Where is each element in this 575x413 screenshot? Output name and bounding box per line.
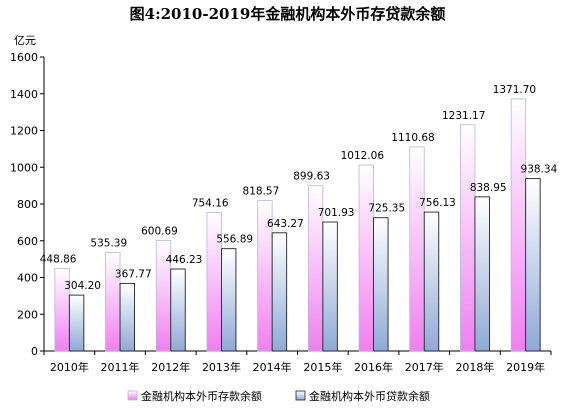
data-label-deposits: 1012.06 [341,150,385,162]
bar-deposits [510,98,527,352]
legend-label-loans: 金融机构本外币贷款余额 [309,389,430,403]
bar-loans [170,268,186,352]
data-label-loans: 725.35 [368,203,405,215]
data-labels: 448.86 304.20 535.39 367.77 600.69 446.23 754.… [40,84,558,292]
chart-title: 图4:2010-2019年金融机构本外币存贷款余额 [130,5,446,23]
bars [54,98,541,352]
x-tick-label: 2016年 [354,360,393,374]
y-tick-label: 1600 [10,51,38,64]
data-label-loans: 838.95 [470,182,507,194]
y-tick-label: 1000 [10,161,38,174]
data-label-loans: 367.77 [115,268,152,280]
bar-deposits [358,164,374,352]
y-tick-label: 1200 [10,125,38,138]
data-label-loans: 304.20 [64,280,101,292]
bar-loans [373,217,389,352]
bar-loans [423,211,440,352]
data-label-deposits: 535.39 [90,238,127,250]
data-label-deposits: 600.69 [141,226,178,238]
x-tick-label: 2010年 [50,360,89,374]
data-label-deposits: 899.63 [293,171,330,183]
legend-label-deposits: 金融机构本外币存款余额 [141,389,262,403]
data-label-deposits: 448.86 [40,254,77,266]
bar-deposits [460,124,476,352]
data-label-loans: 446.23 [166,254,203,266]
bar-loans [271,232,288,352]
y-tick-label: 1400 [10,88,38,101]
data-label-deposits: 1371.70 [493,84,536,96]
y-tick-label: 200 [17,308,38,321]
x-tick-label: 2015年 [303,360,342,374]
x-tick-label: 2013年 [202,360,241,374]
x-tick-label: 2017年 [405,360,444,374]
x-tick-label: 2012年 [151,360,190,374]
y-tick-label: 600 [17,235,38,248]
bar-loans [68,294,85,352]
bar-deposits [105,252,121,352]
data-label-loans: 556.89 [216,234,253,246]
legend-swatch-deposits [127,390,138,401]
data-label-deposits: 754.16 [192,197,229,209]
data-label-deposits: 818.57 [243,186,280,198]
data-label-loans: 701.93 [318,207,355,219]
bar-loans [119,282,136,352]
bar-loans [220,248,237,352]
data-label-loans: 756.13 [419,197,456,209]
bar-loans [525,178,541,352]
y-tick-label: 0 [31,345,38,358]
x-tick-label: 2011年 [101,360,140,374]
bar-loans [322,221,338,352]
legend-swatch-loans [295,390,306,401]
y-tick-label: 800 [17,198,38,211]
axes: 0 200 400 600 800 1000 1200 1400 1600 2010年 2011年 2… [10,51,552,374]
x-tick-label: 2019年 [506,360,545,374]
x-tick-label: 2018年 [455,360,494,374]
y-axis-unit: 亿元 [14,34,36,47]
data-label-deposits: 1231.17 [442,110,485,122]
data-label-loans: 938.34 [521,164,558,176]
bar-deposits [409,146,425,352]
bar-loans [474,196,490,352]
data-label-deposits: 1110.68 [391,132,434,144]
y-tick-label: 400 [17,272,38,285]
legend: 金融机构本外币存款余额 金融机构本外币贷款余额 [127,389,430,403]
data-label-loans: 643.27 [267,218,304,230]
x-tick-label: 2014年 [253,360,292,374]
